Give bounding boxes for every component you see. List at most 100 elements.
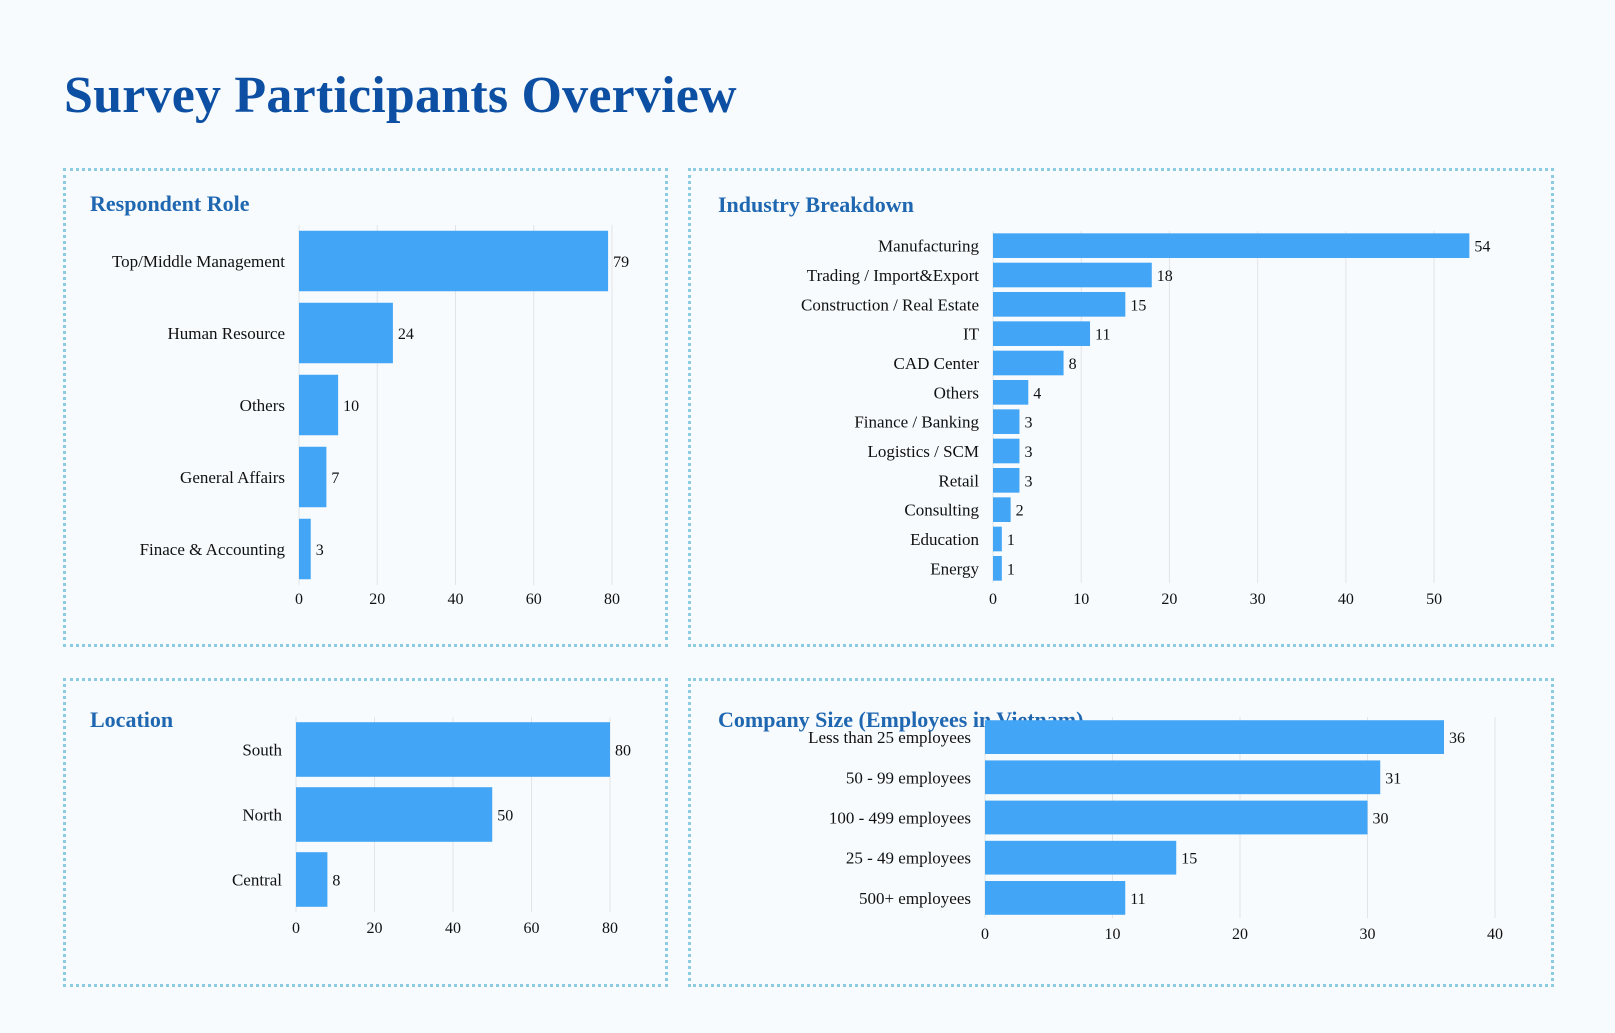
industry-breakdown-category-label: CAD Center bbox=[894, 354, 980, 373]
industry-breakdown-bar bbox=[993, 233, 1470, 258]
industry-breakdown-category-label: Trading / Import&Export bbox=[807, 266, 979, 285]
respondent-role-chart: 0 20 40 60 80 Top/Middle Management 79 Human Re… bbox=[112, 225, 629, 608]
respondent-role-bar bbox=[299, 230, 609, 292]
industry-breakdown-tick-label: 0 bbox=[989, 591, 997, 608]
respondent-role-bar bbox=[299, 374, 339, 436]
respondent-role-tick-label: 20 bbox=[369, 591, 385, 608]
respondent-role-title: Respondent Role bbox=[90, 191, 250, 216]
industry-breakdown-value-label: 15 bbox=[1130, 297, 1146, 314]
respondent-role-bar bbox=[299, 302, 393, 364]
respondent-role-category-label: Human Resource bbox=[167, 324, 285, 343]
location-category-label: South bbox=[242, 741, 282, 760]
location-tick-label: 0 bbox=[292, 920, 300, 937]
industry-breakdown-category-label: Consulting bbox=[904, 501, 979, 520]
industry-breakdown-bar bbox=[993, 468, 1020, 493]
industry-breakdown-tick-label: 40 bbox=[1338, 591, 1354, 608]
industry-breakdown-chart: 0 10 20 30 40 50 Manufacturing 54 Trading / Impo… bbox=[801, 231, 1490, 608]
respondent-role-tick-label: 40 bbox=[448, 591, 464, 608]
respondent-role-category-label: Finace & Accounting bbox=[140, 540, 286, 559]
company-size-value-label: 11 bbox=[1130, 891, 1145, 908]
company-size-category-label: 25 - 49 employees bbox=[846, 849, 971, 868]
company-size-value-label: 31 bbox=[1385, 770, 1401, 787]
company-size-chart: 0 10 20 30 40 Less than 25 employees 36 50 - 99… bbox=[808, 717, 1503, 943]
industry-breakdown-bar bbox=[993, 262, 1152, 288]
industry-breakdown-bar bbox=[993, 526, 1002, 552]
company-size-category-label: 50 - 99 employees bbox=[846, 768, 971, 787]
respondent-role-value-label: 10 bbox=[343, 398, 359, 415]
location-chart: 0 20 40 60 80 South 80 North 50 Central 8 bbox=[232, 717, 631, 937]
location-tick-label: 80 bbox=[602, 920, 618, 937]
industry-breakdown-category-label: Finance / Banking bbox=[854, 413, 979, 432]
industry-breakdown-tick-label: 20 bbox=[1161, 591, 1177, 608]
respondent-role-tick-label: 80 bbox=[604, 591, 620, 608]
industry-breakdown-bar bbox=[993, 350, 1064, 376]
respondent-role-bar bbox=[299, 446, 327, 508]
company-size-tick-label: 40 bbox=[1487, 926, 1503, 943]
respondent-role-tick-label: 60 bbox=[526, 591, 542, 608]
industry-breakdown-tick-label: 10 bbox=[1073, 591, 1089, 608]
company-size-bar bbox=[985, 760, 1381, 795]
industry-breakdown-bar bbox=[993, 292, 1126, 317]
respondent-role-value-label: 7 bbox=[331, 470, 339, 487]
company-size-category-label: Less than 25 employees bbox=[808, 728, 971, 747]
company-size-tick-label: 0 bbox=[981, 926, 989, 943]
location-title: Location bbox=[90, 707, 174, 732]
industry-breakdown-title: Industry Breakdown bbox=[718, 192, 914, 217]
company-size-bar bbox=[985, 800, 1368, 835]
company-size-value-label: 30 bbox=[1373, 811, 1389, 828]
company-size-tick-label: 10 bbox=[1105, 926, 1121, 943]
industry-breakdown-bar bbox=[993, 438, 1020, 464]
industry-breakdown-tick-label: 50 bbox=[1426, 591, 1442, 608]
company-size-category-label: 500+ employees bbox=[859, 889, 971, 908]
industry-breakdown-category-label: Retail bbox=[938, 471, 979, 490]
location-bar bbox=[296, 852, 328, 907]
industry-breakdown-bar bbox=[993, 409, 1020, 434]
company-size-bar bbox=[985, 840, 1177, 875]
industry-breakdown-category-label: Education bbox=[910, 530, 979, 549]
industry-breakdown-value-label: 3 bbox=[1024, 444, 1032, 461]
industry-breakdown-bar bbox=[993, 497, 1011, 522]
industry-breakdown-bar bbox=[993, 556, 1002, 581]
industry-breakdown-category-label: Logistics / SCM bbox=[868, 442, 979, 461]
respondent-role-bar bbox=[299, 518, 311, 580]
location-tick-label: 60 bbox=[524, 920, 540, 937]
industry-breakdown-value-label: 3 bbox=[1024, 473, 1032, 490]
company-size-panel: Company Size (Employees in Vietnam) 0 10 2… bbox=[688, 678, 1554, 987]
location-value-label: 8 bbox=[332, 873, 340, 890]
company-size-value-label: 36 bbox=[1449, 730, 1465, 747]
industry-breakdown-tick-label: 30 bbox=[1250, 591, 1266, 608]
location-tick-label: 40 bbox=[445, 920, 461, 937]
respondent-role-panel: Respondent Role 0 20 40 60 80 Top/Middle Mana… bbox=[63, 168, 668, 647]
page-title: Survey Participants Overview bbox=[64, 67, 737, 124]
company-size-tick-label: 20 bbox=[1232, 926, 1248, 943]
location-bar bbox=[296, 787, 493, 842]
industry-breakdown-category-label: IT bbox=[963, 325, 980, 344]
respondent-role-value-label: 79 bbox=[613, 254, 629, 271]
industry-breakdown-category-label: Manufacturing bbox=[878, 237, 980, 256]
respondent-role-category-label: General Affairs bbox=[180, 468, 285, 487]
location-category-label: Central bbox=[232, 871, 282, 890]
industry-breakdown-bar bbox=[993, 321, 1091, 346]
industry-breakdown-value-label: 54 bbox=[1474, 239, 1490, 256]
industry-breakdown-category-label: Construction / Real Estate bbox=[801, 295, 979, 314]
location-value-label: 50 bbox=[497, 808, 513, 825]
respondent-role-tick-label: 0 bbox=[295, 591, 303, 608]
industry-breakdown-value-label: 3 bbox=[1024, 415, 1032, 432]
industry-breakdown-panel: Industry Breakdown 0 10 20 30 40 50 Manufactur… bbox=[688, 168, 1554, 647]
industry-breakdown-value-label: 1 bbox=[1007, 561, 1015, 578]
respondent-role-value-label: 3 bbox=[316, 542, 324, 559]
location-panel: Location 0 20 40 60 80 South 80 North 50 Central 8 bbox=[63, 678, 668, 987]
location-bar bbox=[296, 722, 610, 777]
industry-breakdown-value-label: 1 bbox=[1007, 532, 1015, 549]
location-tick-label: 20 bbox=[367, 920, 383, 937]
company-size-value-label: 15 bbox=[1181, 851, 1197, 868]
industry-breakdown-category-label: Others bbox=[934, 383, 979, 402]
industry-breakdown-value-label: 2 bbox=[1016, 503, 1024, 520]
industry-breakdown-value-label: 8 bbox=[1069, 356, 1077, 373]
company-size-category-label: 100 - 499 employees bbox=[829, 809, 971, 828]
company-size-bar bbox=[985, 881, 1126, 915]
location-category-label: North bbox=[242, 806, 282, 825]
respondent-role-category-label: Top/Middle Management bbox=[112, 252, 285, 271]
industry-breakdown-value-label: 4 bbox=[1033, 385, 1041, 402]
industry-breakdown-category-label: Energy bbox=[930, 559, 979, 578]
